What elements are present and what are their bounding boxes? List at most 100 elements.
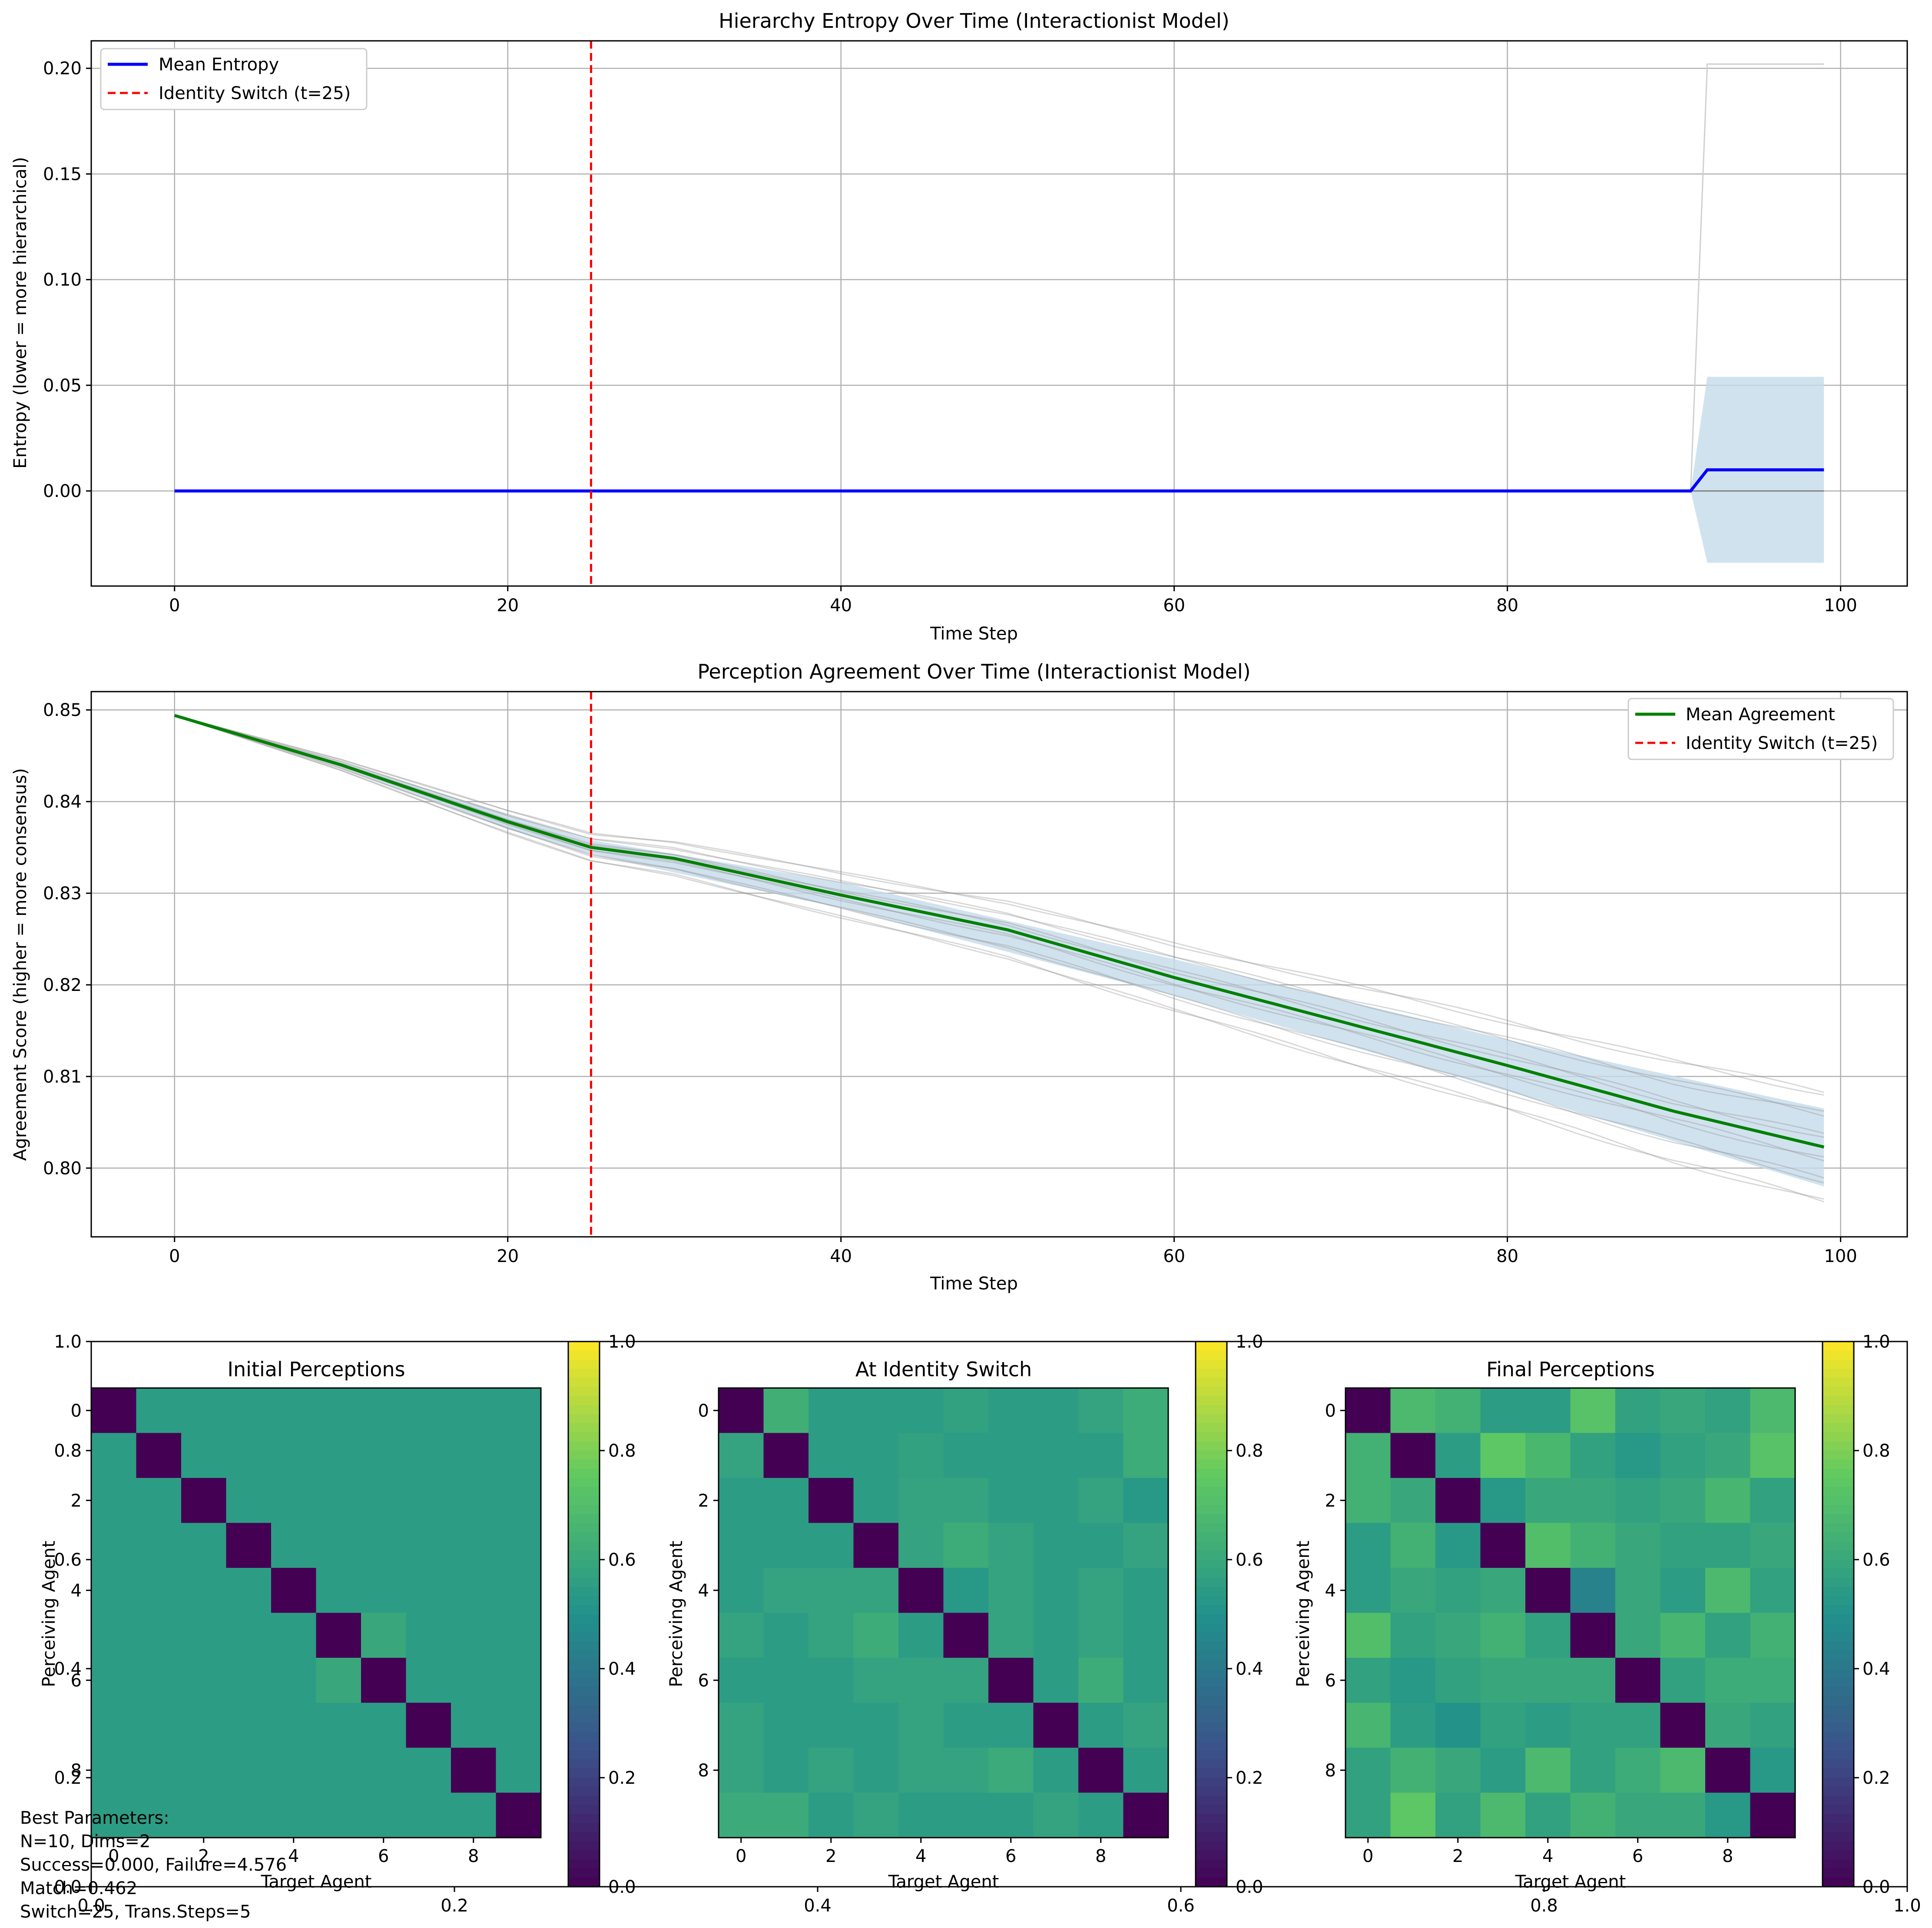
heatmap1-cell (361, 1792, 407, 1838)
heatmap2-cell (1033, 1613, 1079, 1658)
heatmap3-cell (1435, 1388, 1481, 1434)
heatmap2-cell (809, 1523, 854, 1568)
heatmap3-colorbar-step (1823, 1505, 1854, 1515)
heatmap1-cell (181, 1703, 227, 1748)
heatmap1-colorbar-tick-label: 0.4 (608, 1659, 636, 1679)
heatmap3-cell (1345, 1388, 1391, 1434)
heatmap1-colorbar-tick-label: 1.0 (608, 1332, 636, 1352)
heatmap2-cell (853, 1748, 899, 1793)
heatmap2-cell (853, 1703, 899, 1748)
heatmap2-cell (988, 1388, 1034, 1434)
heatmap1-x-tick-label: 6 (378, 1846, 389, 1866)
heatmap1-colorbar-step (568, 1605, 600, 1615)
heatmap1-cell (226, 1613, 272, 1658)
heatmap1-x-tick-label: 8 (468, 1846, 479, 1866)
chart1-title: Hierarchy Entropy Over Time (Interaction… (719, 9, 1229, 33)
heatmap2-y-tick-label: 0 (698, 1401, 709, 1421)
heatmap3-colorbar-step (1823, 1541, 1854, 1551)
heatmap3-cell (1525, 1703, 1571, 1748)
heatmap1-colorbar-step (568, 1641, 600, 1651)
background-y-tick-label: 0.8 (54, 1441, 82, 1461)
heatmap1-cell (316, 1748, 361, 1793)
heatmap3-xlabel: Target Agent (1515, 1872, 1626, 1892)
heatmap1-cell (271, 1523, 317, 1568)
heatmap2-colorbar-step (1196, 1414, 1227, 1424)
heatmap2-colorbar-step (1196, 1677, 1227, 1687)
chart2-x-tick-label: 20 (497, 1246, 519, 1266)
heatmap3-cell (1525, 1748, 1571, 1793)
chart2-run-line (174, 715, 1824, 1184)
heatmap2-cell (943, 1792, 989, 1838)
background-x-tick-label: 0.2 (441, 1896, 468, 1916)
heatmap3-colorbar-step (1823, 1850, 1854, 1860)
heatmap3-colorbar-step (1823, 1696, 1854, 1706)
heatmap3-cell (1390, 1433, 1436, 1478)
heatmap2-colorbar-step (1196, 1568, 1227, 1578)
heatmap1-cell (316, 1613, 361, 1658)
heatmap2-colorbar-step (1196, 1577, 1227, 1587)
heatmap3-cell (1480, 1792, 1526, 1838)
heatmap3-colorbar-step (1823, 1823, 1854, 1833)
heatmap3-colorbar-step (1823, 1732, 1854, 1742)
heatmap3-colorbar-step (1823, 1686, 1854, 1696)
heatmap3-colorbar-step (1823, 1795, 1854, 1805)
heatmap3-colorbar-step (1823, 1605, 1854, 1615)
heatmap2-cell (763, 1658, 809, 1703)
heatmap1-cell (316, 1568, 361, 1613)
heatmap1-cell (136, 1568, 182, 1613)
heatmap2-colorbar-step (1196, 1596, 1227, 1606)
chart2-run-line (174, 715, 1824, 1158)
heatmap1-cell (361, 1523, 407, 1568)
heatmap1-x-tick-label: 0 (108, 1846, 119, 1866)
heatmap3-colorbar-step (1823, 1868, 1854, 1878)
heatmap1-cell (136, 1748, 182, 1793)
background-x-tick-label: 0.0 (77, 1896, 105, 1916)
heatmap3-cell (1525, 1613, 1571, 1658)
heatmap2-cell (1078, 1388, 1124, 1434)
heatmap1-colorbar-step (568, 1686, 600, 1696)
chart2-y-tick-label: 0.85 (43, 700, 82, 720)
heatmap2-y-tick-label: 4 (698, 1581, 709, 1601)
heatmap1-colorbar-step (568, 1477, 600, 1487)
chart1-x-tick-label: 100 (1824, 596, 1857, 616)
heatmap1-cell (91, 1658, 137, 1703)
heatmap1-colorbar-step (568, 1414, 600, 1424)
heatmap1-colorbar-step (568, 1669, 600, 1678)
heatmap1-cell (406, 1388, 451, 1434)
heatmap1-colorbar-step (568, 1378, 600, 1388)
heatmap2-cell (809, 1568, 854, 1613)
heatmap2-cell (763, 1568, 809, 1613)
heatmap2-colorbar-tick-label: 0.2 (1236, 1768, 1263, 1788)
chart1-y-tick-label: 0.05 (43, 376, 82, 396)
chart1-ylabel: Entropy (lower = more hierarchical) (10, 157, 30, 469)
heatmap3: 0 2 4 6 8 0 2 4 6 8 0.0 0.2 0.4 0.6 0.8 1.0 (1325, 1332, 1890, 1897)
heatmap1-colorbar-step (568, 1342, 600, 1351)
heatmap3-cell (1390, 1388, 1436, 1434)
heatmap1-x-tick-label: 2 (198, 1846, 209, 1866)
heatmap1-cell (361, 1433, 407, 1478)
parameters-note: Best Parameters: N=10, Dims=2 Success=0.… (20, 1808, 287, 1922)
heatmap1-cell (451, 1568, 497, 1613)
heatmap1-cell (226, 1792, 272, 1838)
heatmap3-cell (1705, 1433, 1751, 1478)
heatmap2-cell (719, 1703, 764, 1748)
chart1-y-tick-label: 0.00 (43, 481, 82, 501)
heatmap3-cell (1525, 1523, 1571, 1568)
heatmap1-colorbar-step (568, 1795, 600, 1805)
heatmap3-cell (1435, 1792, 1481, 1838)
heatmap2-colorbar-step (1196, 1641, 1227, 1651)
heatmap2-colorbar-tick-label: 0.4 (1236, 1659, 1263, 1679)
heatmap2-cell (1123, 1478, 1169, 1524)
heatmap3-colorbar-step (1823, 1577, 1854, 1587)
heatmap3-colorbar-step (1823, 1714, 1854, 1724)
heatmap3-colorbar-step (1823, 1496, 1854, 1506)
heatmap1-colorbar-step (568, 1814, 600, 1824)
heatmap2-cell (853, 1613, 899, 1658)
heatmap2-colorbar-step (1196, 1532, 1227, 1542)
chart2-y-tick-label: 0.83 (43, 884, 82, 904)
chart2-run-line (174, 715, 1824, 1093)
heatmap3-cell (1660, 1568, 1706, 1613)
heatmap3-colorbar-step (1823, 1368, 1854, 1378)
heatmap3-cell (1480, 1613, 1526, 1658)
